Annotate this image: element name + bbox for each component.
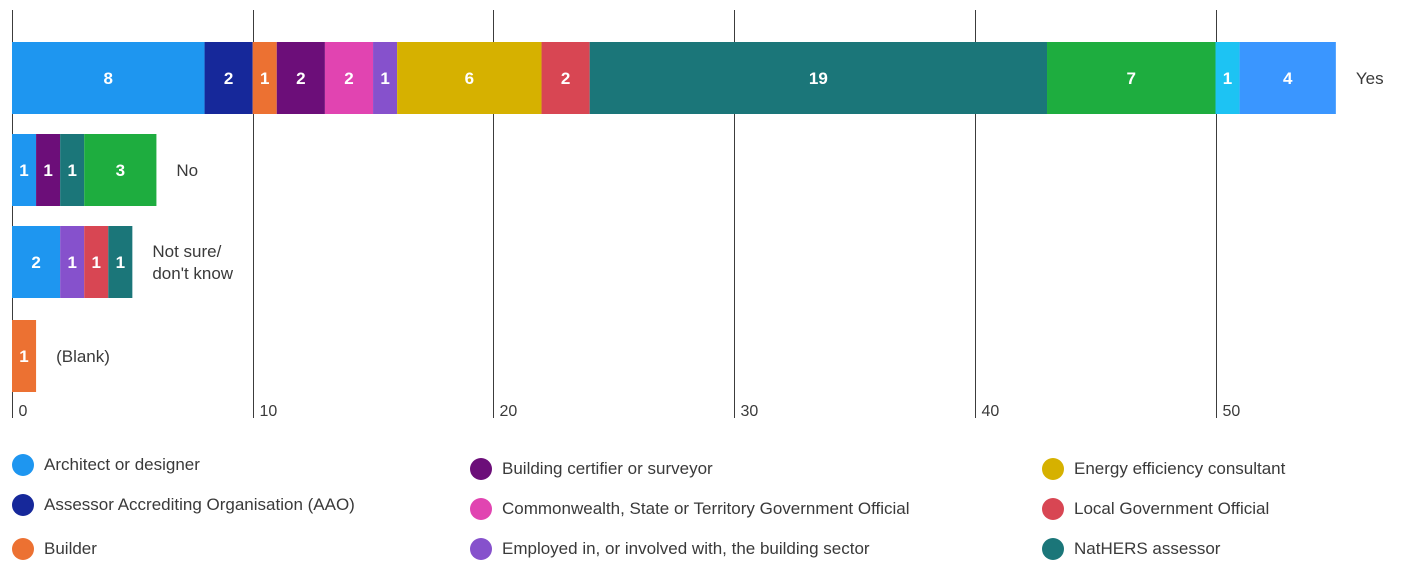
segment-value-label: 6 [465, 69, 474, 88]
x-tick-label: 10 [260, 403, 278, 420]
legend-swatch [1042, 498, 1064, 520]
bar-segment-yes-2 [252, 42, 277, 114]
legend-swatch [12, 454, 34, 476]
segment-value-label: 1 [380, 69, 389, 88]
legend-label: Local Government Official [1074, 499, 1270, 518]
segment-value-label: 1 [19, 347, 28, 366]
segment-value-label: 7 [1127, 69, 1136, 88]
legend-item-building-certifier-or-surveyor: Building certifier or surveyor [470, 456, 713, 482]
category-label-no: No [176, 161, 198, 180]
legend-item-builder: Builder [12, 536, 97, 562]
segment-value-label: 1 [260, 69, 269, 88]
segment-value-label: 1 [116, 253, 125, 272]
category-label-blank: (Blank) [56, 347, 110, 366]
bar-segment-yes-0 [12, 42, 205, 114]
legend-item-employed-in-or-involved-with-the-building-sector: Employed in, or involved with, the build… [470, 536, 870, 562]
bars [12, 42, 1336, 392]
legend-item-architect-or-designer: Architect or designer [12, 452, 200, 478]
legend-label: NatHERS assessor [1074, 539, 1221, 558]
legend-label: Energy efficiency consultant [1074, 459, 1286, 478]
bar-segment-no-0 [12, 134, 37, 206]
legend-item-commonwealth-state-or-territory-government-official: Commonwealth, State or Territory Governm… [470, 496, 910, 522]
legend-swatch [1042, 458, 1064, 480]
bar-segment-yes-3 [276, 42, 325, 114]
segment-value-label: 8 [104, 69, 113, 88]
bar-segment-yes-6 [397, 42, 542, 114]
bar-segment-yes-1 [204, 42, 253, 114]
segment-value-label: 1 [67, 253, 76, 272]
segment-value-label: 2 [296, 69, 305, 88]
bar-segment-no-9 [84, 134, 157, 206]
bar-segment-not-sure-don-t-know-0 [12, 226, 61, 298]
legend-swatch [470, 538, 492, 560]
segment-value-label: 1 [92, 253, 101, 272]
segment-value-label: 1 [43, 161, 52, 180]
bar-segment-yes-8 [589, 42, 1048, 114]
legend-label: Builder [44, 539, 97, 558]
segment-value-label: 2 [31, 253, 40, 272]
segment-value-label: 2 [224, 69, 233, 88]
bar-segment-yes-7 [541, 42, 590, 114]
legend: Architect or designer Assessor Accreditin… [12, 452, 1402, 566]
x-tick-label: 50 [1223, 403, 1241, 420]
legend-swatch [12, 494, 34, 516]
bar-segment-not-sure-don-t-know-7 [84, 226, 109, 298]
segment-value-label: 1 [1223, 69, 1232, 88]
segment-value-label: 2 [344, 69, 353, 88]
legend-label: Building certifier or surveyor [502, 459, 713, 478]
legend-label: Employed in, or involved with, the build… [502, 539, 870, 558]
bar-segment-not-sure-don-t-know-5 [60, 226, 85, 298]
x-tick-label: 40 [982, 403, 1000, 420]
legend-swatch [470, 498, 492, 520]
bar-segment-yes-4 [324, 42, 374, 114]
x-tick-label: 0 [19, 403, 28, 420]
legend-label: Architect or designer [44, 455, 200, 474]
legend-label: Assessor Accrediting Organisation (AAO) [44, 495, 355, 514]
legend-item-assessor-accrediting-organisation-aao: Assessor Accrediting Organisation (AAO) [12, 492, 355, 518]
bar-segment-not-sure-don-t-know-8 [108, 226, 133, 298]
x-tick-label: 20 [500, 403, 518, 420]
legend-swatch [1042, 538, 1064, 560]
bar-segment-yes-11 [1239, 42, 1336, 114]
segment-value-label: 19 [809, 69, 828, 88]
segment-value-label: 1 [19, 161, 28, 180]
category-label-not-sure-don-t-know: Not sure/don't know [152, 242, 233, 283]
bar-segment-no-8 [60, 134, 85, 206]
bar-segment-yes-10 [1215, 42, 1240, 114]
segment-value-label: 1 [67, 161, 76, 180]
legend-item-nathers-assessor: NatHERS assessor [1042, 536, 1220, 562]
category-label-yes: Yes [1356, 69, 1384, 88]
segment-value-label: 4 [1283, 69, 1293, 88]
legend-item-local-government-official: Local Government Official [1042, 496, 1269, 522]
segment-value-label: 2 [561, 69, 570, 88]
bar-segment-yes-9 [1047, 42, 1216, 114]
bar-segment-yes-5 [373, 42, 398, 114]
x-tick-label: 30 [741, 403, 759, 420]
segment-value-label: 3 [116, 161, 125, 180]
legend-swatch [12, 538, 34, 560]
legend-swatch [470, 458, 492, 480]
legend-item-energy-efficiency-consultant: Energy efficiency consultant [1042, 456, 1285, 482]
legend-label: Commonwealth, State or Territory Governm… [502, 499, 910, 518]
bar-segment-blank-2 [12, 320, 37, 392]
bar-segment-no-3 [36, 134, 61, 206]
